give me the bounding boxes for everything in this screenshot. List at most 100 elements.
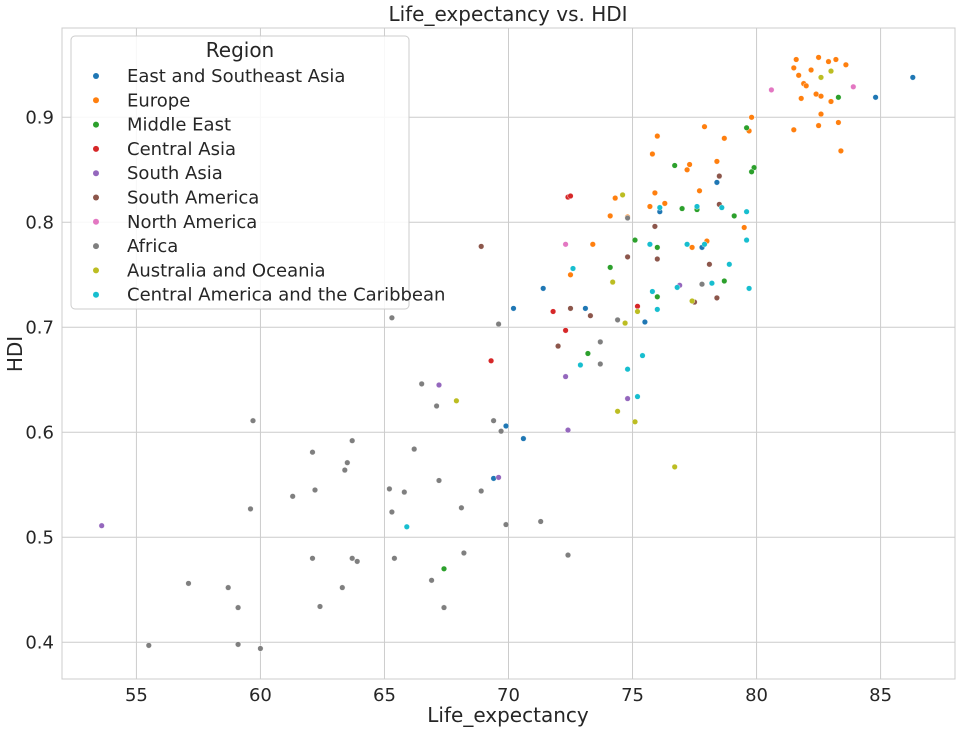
y-tick-label: 0.4 (25, 632, 54, 653)
data-point (748, 114, 755, 121)
y-axis-label: HDI (3, 336, 27, 372)
data-point (661, 200, 668, 207)
legend-label: Central America and the Caribbean (127, 285, 445, 306)
data-point (309, 555, 316, 562)
data-point (654, 256, 661, 263)
legend-marker (93, 121, 99, 128)
legend-marker (93, 170, 99, 177)
data-point (741, 224, 748, 231)
x-tick-label: 60 (249, 685, 272, 706)
legend-marker (93, 194, 99, 201)
data-point (721, 135, 728, 142)
data-point (835, 94, 842, 101)
data-point (584, 350, 591, 357)
data-point (614, 316, 621, 323)
data-point (832, 56, 839, 63)
data-points (98, 54, 916, 652)
data-point (607, 264, 614, 271)
data-point (815, 122, 822, 129)
data-point (768, 86, 775, 93)
data-point (743, 208, 750, 215)
data-point (646, 241, 653, 248)
data-point (654, 293, 661, 300)
x-tick-label: 55 (125, 685, 148, 706)
data-point (743, 237, 750, 244)
x-tick-label: 80 (745, 685, 768, 706)
y-tick-label: 0.7 (25, 317, 54, 338)
legend-marker (93, 97, 99, 104)
data-point (828, 98, 835, 105)
data-point (503, 423, 510, 430)
data-point (634, 308, 641, 315)
data-point (309, 449, 316, 456)
data-point (587, 312, 594, 319)
data-point (225, 584, 232, 591)
data-point (436, 382, 443, 389)
data-point (565, 427, 572, 434)
data-point (567, 192, 574, 199)
data-point (641, 319, 648, 326)
data-point (401, 489, 408, 496)
data-point (701, 241, 708, 248)
data-point (708, 280, 715, 287)
legend-marker (93, 145, 99, 152)
data-point (98, 522, 105, 529)
legend-label: Central Asia (127, 139, 236, 160)
data-point (671, 162, 678, 169)
data-point (679, 205, 686, 212)
data-point (349, 555, 356, 562)
data-point (825, 58, 832, 65)
data-point (391, 555, 398, 562)
data-point (145, 642, 152, 649)
data-point (808, 66, 815, 73)
data-point (609, 279, 616, 286)
legend-marker (93, 291, 99, 298)
x-tick-label: 85 (869, 685, 892, 706)
data-point (649, 288, 656, 295)
data-point (433, 403, 440, 410)
data-point (649, 150, 656, 157)
data-point (562, 327, 569, 334)
data-point (537, 518, 544, 525)
data-point (743, 124, 750, 131)
data-point (317, 603, 324, 610)
data-point (289, 493, 296, 500)
data-point (619, 191, 626, 198)
y-tick-label: 0.6 (25, 422, 54, 443)
data-point (495, 321, 502, 328)
data-point (671, 463, 678, 470)
data-point (790, 64, 797, 71)
data-point (622, 320, 629, 327)
data-point (654, 306, 661, 313)
x-tick-labels: 55 60 65 70 75 80 85 (125, 685, 892, 706)
data-point (624, 395, 631, 402)
x-tick-label: 70 (497, 685, 520, 706)
x-axis-label: Life_expectancy (427, 703, 589, 727)
legend-label: North America (127, 212, 257, 233)
data-point (706, 261, 713, 268)
data-point (654, 133, 661, 140)
data-point (562, 241, 569, 248)
data-point (748, 168, 755, 175)
data-point (388, 314, 395, 321)
data-point (341, 467, 348, 474)
data-point (656, 204, 663, 211)
data-point (689, 298, 696, 305)
data-point (458, 504, 465, 511)
data-point (540, 285, 547, 292)
data-point (639, 352, 646, 359)
data-point (510, 305, 517, 312)
data-point (478, 243, 485, 250)
data-point (582, 305, 589, 312)
data-point (344, 459, 351, 466)
data-point (909, 74, 916, 81)
data-point (837, 147, 844, 154)
data-point (686, 161, 693, 168)
data-point (850, 83, 857, 90)
legend-label: Australia and Oceania (127, 260, 326, 281)
data-point (520, 435, 527, 442)
data-point (185, 580, 192, 587)
y-tick-label: 0.5 (25, 527, 54, 548)
data-point (235, 641, 242, 648)
data-point (694, 203, 701, 210)
